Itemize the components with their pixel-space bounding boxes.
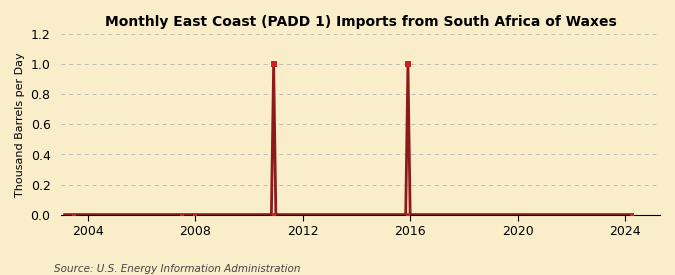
Text: Source: U.S. Energy Information Administration: Source: U.S. Energy Information Administ… bbox=[54, 264, 300, 274]
Title: Monthly East Coast (PADD 1) Imports from South Africa of Waxes: Monthly East Coast (PADD 1) Imports from… bbox=[105, 15, 616, 29]
Y-axis label: Thousand Barrels per Day: Thousand Barrels per Day bbox=[15, 52, 25, 197]
